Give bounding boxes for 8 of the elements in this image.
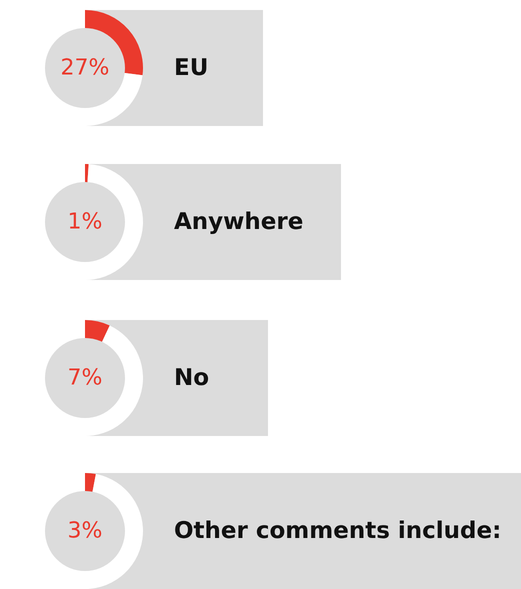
text: No	[174, 365, 210, 391]
text: 3%	[68, 518, 102, 544]
text: 1%	[68, 210, 102, 235]
text: 27%	[60, 56, 110, 81]
text: Anywhere	[174, 209, 304, 235]
text: 7%	[68, 366, 102, 391]
text: Other comments include:	[174, 518, 502, 544]
text: EU	[174, 55, 208, 81]
